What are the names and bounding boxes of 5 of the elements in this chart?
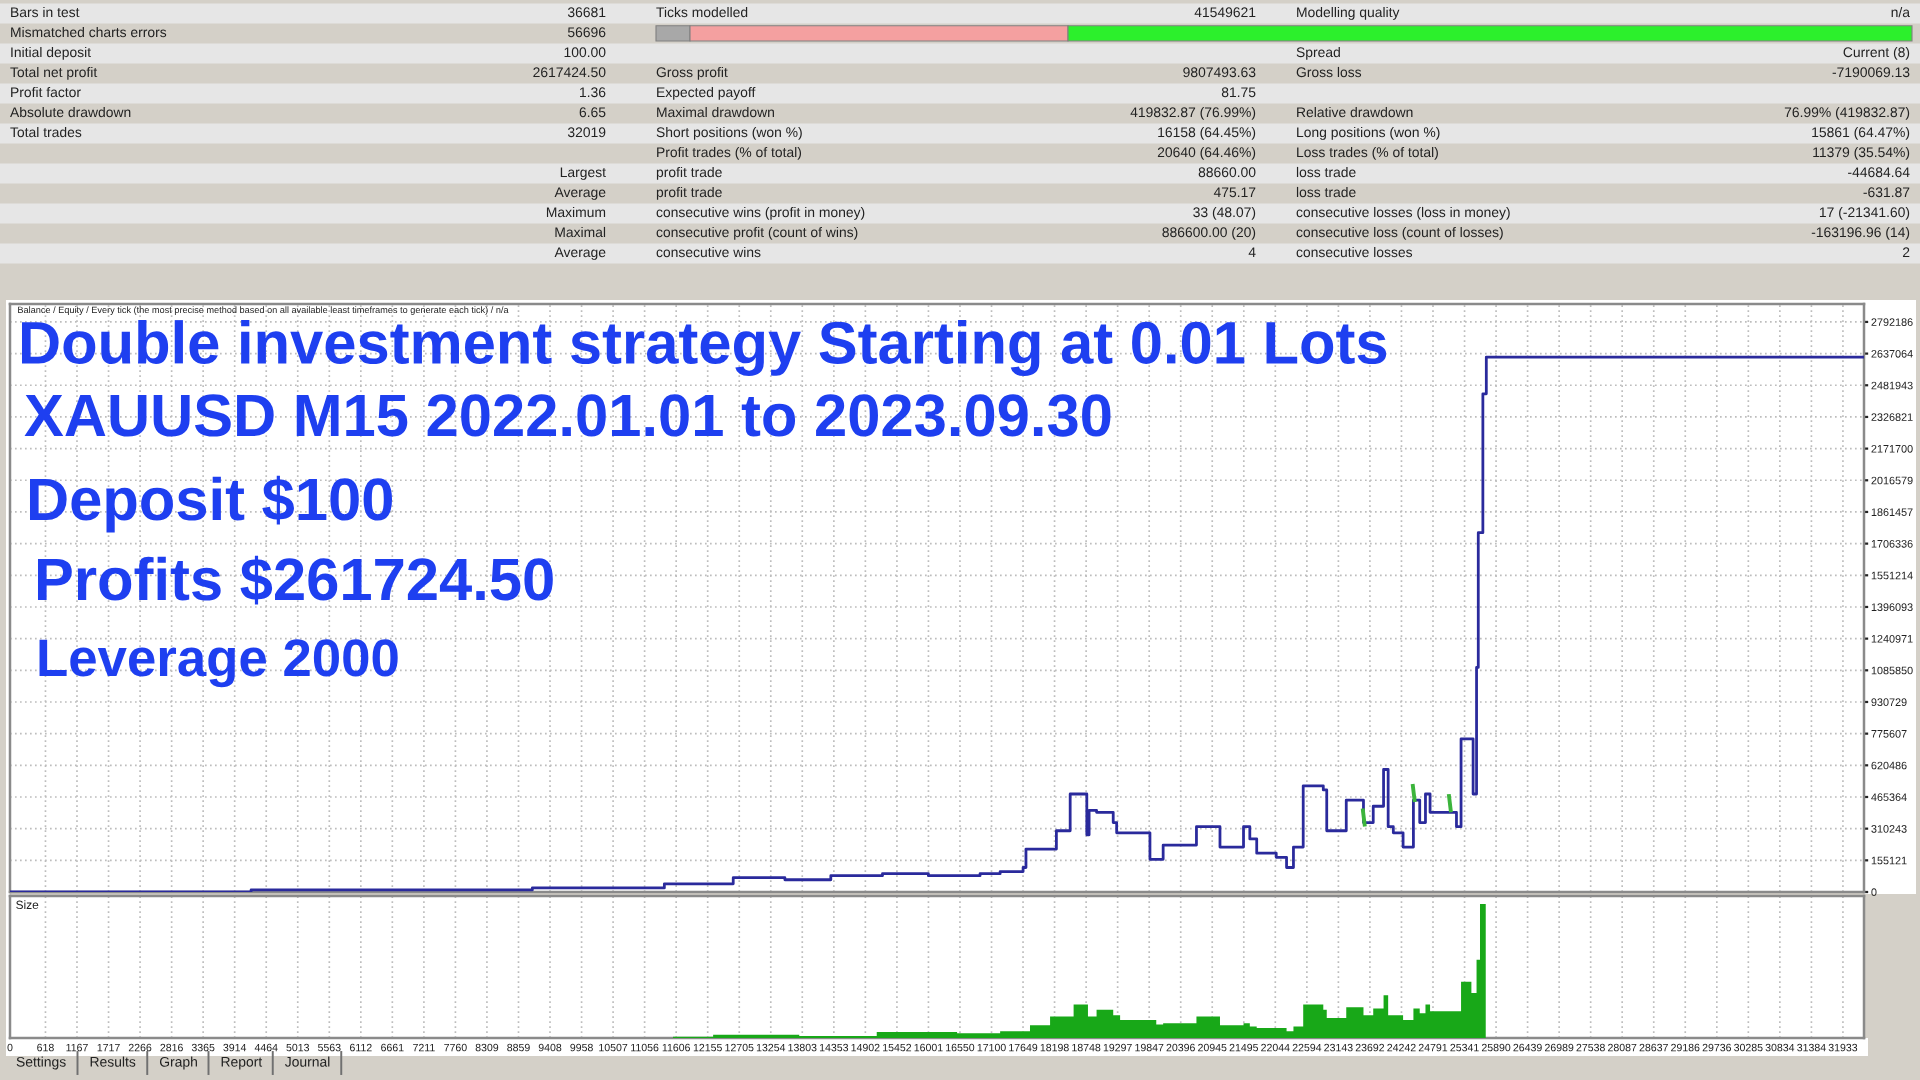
annotation: XAUUSD M15 2022.01.01 to 2023.09.30 bbox=[24, 394, 1111, 437]
annotation: Double investment strategy Starting at 0.01 Lots bbox=[21, 320, 1387, 377]
annotation: Deposit $100 bbox=[29, 475, 392, 533]
annotation: Profits $261724.50 bbox=[37, 555, 553, 605]
annotation: Leverage 2000 bbox=[39, 639, 398, 688]
